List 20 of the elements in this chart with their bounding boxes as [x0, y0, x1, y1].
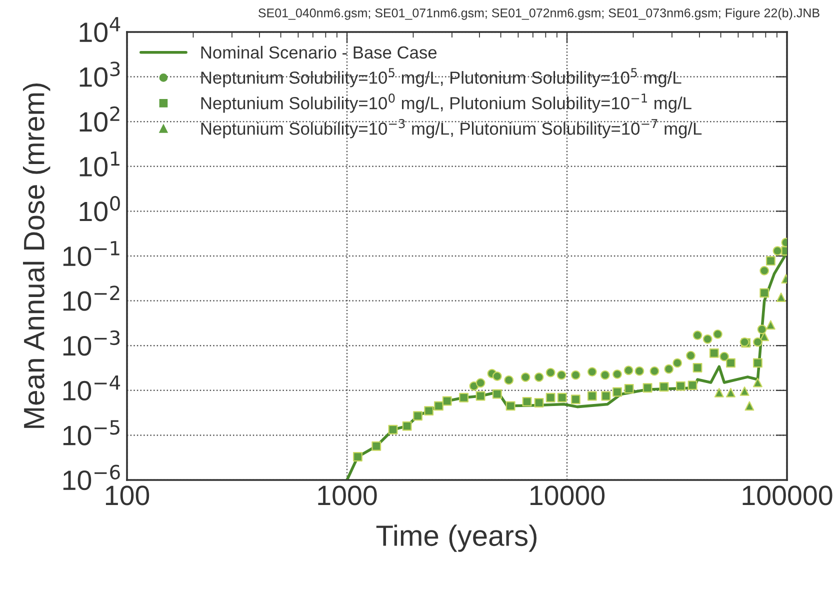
legend-label: Neptunium Solubility=10$^{0}$ mg/L, Plutonium Solubility=10$^{−1}$ mg/L: [201, 93, 692, 113]
y-tick-label: 10$^{−4}$: [63, 375, 120, 401]
legend-label: Neptunium Solubility=10$^{−3}$ mg/L, Plutonium Solubility=10$^{−7}$ mg/L: [201, 119, 702, 138]
legend-label: Nominal Scenario - Base Case: [201, 46, 437, 59]
y-tick-label: 10$^{−3}$: [63, 330, 120, 356]
y-tick-label: 10$^{3}$: [80, 62, 120, 87]
y-axis-title: Mean Annual Dose (mrem): [23, 84, 50, 428]
y-tick-label: 10$^{−1}$: [63, 241, 120, 266]
y-tick-label: 10$^{0}$: [80, 196, 120, 222]
y-tick-label: 10$^{2}$: [80, 106, 120, 132]
x-tick-label: 100000: [742, 486, 832, 506]
y-tick-label: 10$^{1}$: [80, 151, 120, 177]
legend-label: Neptunium Solubility=10$^{5}$ mg/L, Plutonium Solubility=10$^{5}$ mg/L: [201, 68, 682, 88]
x-tick-label: 1000: [318, 486, 377, 506]
x-axis-title: Time (years): [376, 524, 536, 552]
x-tick-label: 10000: [530, 486, 605, 506]
y-tick-label: 10$^{4}$: [80, 17, 120, 42]
text: SE01_040nm6.gsm; SE01_071nm6.gsm; SE01_072nm6.gsm; SE01_073nm6.gsm; Figure 22(b).JNB: [258, 8, 820, 20]
y-tick-label: 10$^{−2}$: [63, 286, 120, 311]
y-tick-label: 10$^{−5}$: [63, 420, 120, 446]
